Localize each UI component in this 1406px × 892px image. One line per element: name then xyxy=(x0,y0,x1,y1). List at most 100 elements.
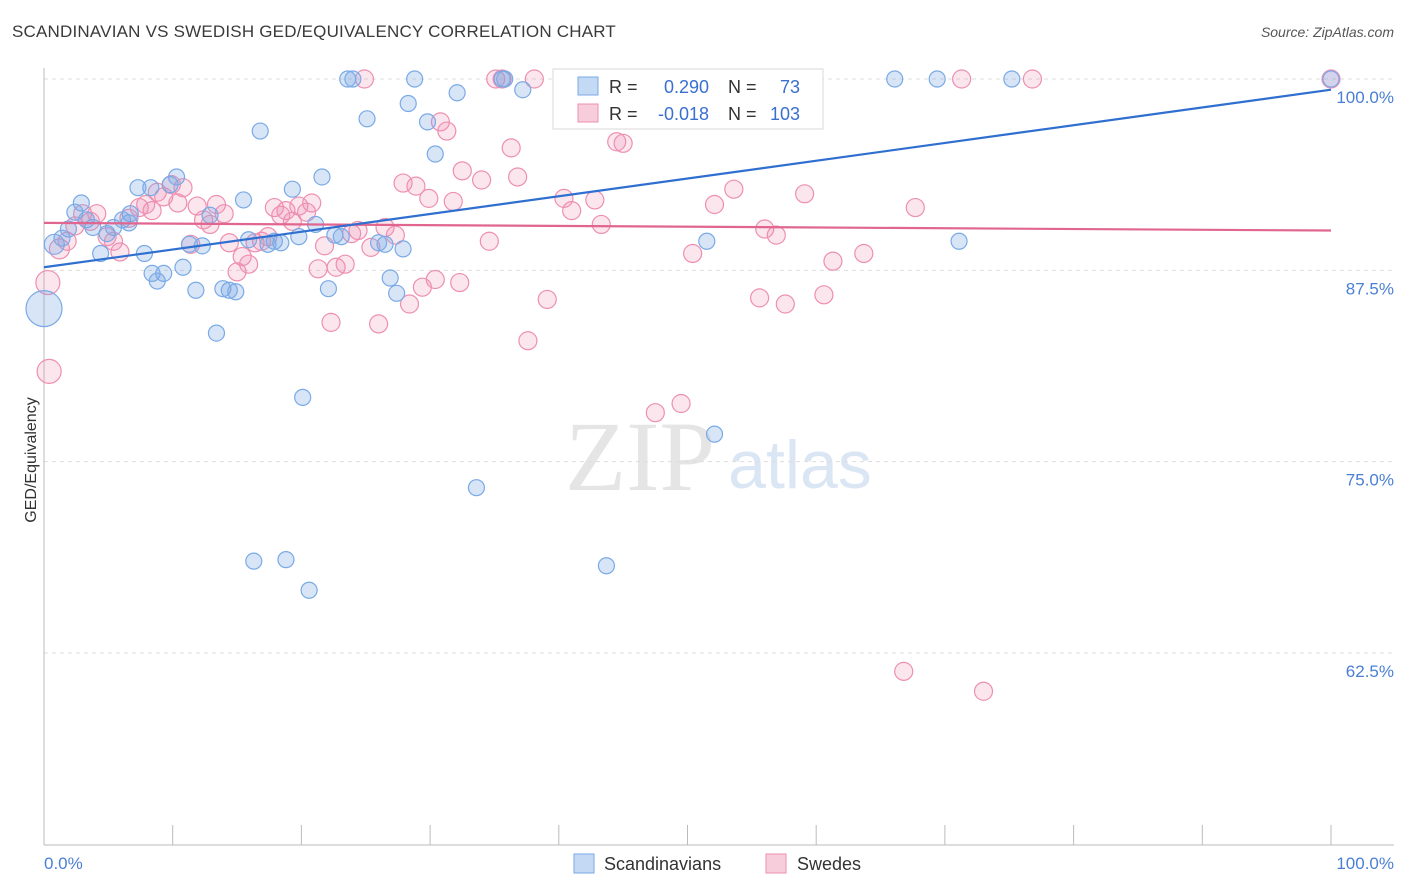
scandinavians-point xyxy=(358,110,376,128)
swedes-point xyxy=(35,269,61,296)
stats-blue-swatch xyxy=(577,76,599,96)
swedes-point xyxy=(471,170,492,190)
swedes-point xyxy=(142,201,162,221)
swedes-point xyxy=(450,272,470,293)
scandinavians-point xyxy=(705,425,724,443)
stats-blue-r-label: R = xyxy=(609,77,638,97)
scandinavians-point xyxy=(43,233,65,255)
scandinavians-point xyxy=(207,324,226,342)
scandinavians-point xyxy=(53,229,71,247)
y-tick-label: 87.5% xyxy=(1346,279,1394,298)
legend-swatch-swedes xyxy=(765,853,787,874)
scandinavians-point xyxy=(283,180,301,198)
swedes-point xyxy=(823,251,843,271)
scandinavians-point xyxy=(381,269,399,287)
swedes-points xyxy=(35,69,1341,701)
scandinavians-point xyxy=(514,81,532,99)
swedes-point xyxy=(232,246,252,267)
scandinavians-point xyxy=(319,280,338,298)
swedes-point xyxy=(335,254,355,274)
swedes-point xyxy=(905,197,925,218)
scandinavians-point xyxy=(142,179,160,197)
scandinavians-point xyxy=(234,191,253,209)
swedes-point xyxy=(645,403,665,423)
scandinavians-point xyxy=(406,70,424,88)
scandinavians-point xyxy=(59,220,78,238)
scandinavians-point xyxy=(265,232,283,250)
y-tick-label: 75.0% xyxy=(1346,471,1394,490)
scandinavians-point xyxy=(25,290,63,328)
swedes-point xyxy=(749,288,770,308)
scandinavians-point xyxy=(300,581,318,599)
scandinavians-point xyxy=(399,94,417,113)
scandinavians-point xyxy=(251,122,269,140)
swedes-point xyxy=(537,289,557,310)
scandinavians-point xyxy=(227,283,245,301)
scandinavians-point xyxy=(339,70,357,88)
swedes-point xyxy=(704,194,725,215)
scandinavians-point xyxy=(1003,70,1021,88)
swedes-point xyxy=(795,184,815,204)
scandinavians-points xyxy=(25,70,1340,599)
scandinavians-point xyxy=(72,194,90,212)
scandinavians-point xyxy=(698,232,716,250)
grid-lines xyxy=(44,78,1394,654)
scandinavians-point xyxy=(201,206,219,224)
scandinavians-point xyxy=(418,113,437,131)
scandinavians-point xyxy=(174,258,192,276)
scandinavians-point xyxy=(886,70,904,88)
stats-pink-r-label: R = xyxy=(609,104,638,124)
scandinavians-point xyxy=(187,281,205,299)
swedes-point xyxy=(486,69,506,89)
scandinavians-point xyxy=(928,70,946,88)
stats-pink-r-value: -0.018 xyxy=(658,104,709,124)
stats-blue-n-label: N = xyxy=(728,77,757,97)
scandinavians-point xyxy=(294,388,312,406)
swedes-point xyxy=(361,237,381,257)
swedes-point xyxy=(296,202,317,222)
swedes-point xyxy=(501,138,521,158)
swedes-trend-line xyxy=(43,221,1332,232)
swedes-point xyxy=(348,220,368,241)
swedes-point xyxy=(425,269,445,290)
swedes-point xyxy=(168,193,188,213)
trend-lines xyxy=(43,88,1332,269)
axes xyxy=(43,68,1394,846)
legend: Scandinavians Swedes xyxy=(573,853,861,874)
swedes-point xyxy=(814,285,834,305)
swedes-point xyxy=(1022,69,1043,89)
swedes-point xyxy=(227,262,247,282)
scandinavians-point xyxy=(98,224,116,243)
swedes-point xyxy=(36,358,62,384)
scandinavians-trend-line xyxy=(43,88,1332,269)
swedes-point xyxy=(683,243,703,264)
scandinavians-point xyxy=(220,281,238,299)
scandinavians-point xyxy=(496,70,514,88)
swedes-point xyxy=(239,254,259,274)
swedes-point xyxy=(724,179,744,199)
legend-swatch-scandinavians xyxy=(573,853,595,874)
scandinavians-point xyxy=(448,84,466,102)
scandinavians-point xyxy=(245,552,263,570)
stats-blue-r-value: 0.290 xyxy=(664,77,709,97)
swedes-point xyxy=(755,219,775,239)
scandinavians-point xyxy=(129,179,147,197)
scandinavians-point xyxy=(155,264,173,282)
stats-pink-n-value: 103 xyxy=(770,104,800,124)
scandinavians-point xyxy=(277,551,295,569)
swedes-point xyxy=(508,167,528,187)
swedes-point xyxy=(973,681,994,701)
swedes-point xyxy=(214,204,234,224)
chart-source: Source: ZipAtlas.com xyxy=(1260,24,1394,40)
swedes-point xyxy=(775,294,795,314)
scandinavians-point xyxy=(92,244,110,263)
swedes-point xyxy=(607,132,627,152)
scandinavians-point xyxy=(394,240,412,258)
stats-pink-n-label: N = xyxy=(728,104,757,124)
chart-title: SCANDINAVIAN VS SWEDISH GED/EQUIVALENCY … xyxy=(12,22,616,41)
y-tick-label: 100.0% xyxy=(1336,88,1394,107)
scandinavians-point xyxy=(167,168,186,186)
swedes-point xyxy=(264,197,284,218)
swedes-point xyxy=(854,243,874,264)
swedes-point xyxy=(613,133,633,153)
